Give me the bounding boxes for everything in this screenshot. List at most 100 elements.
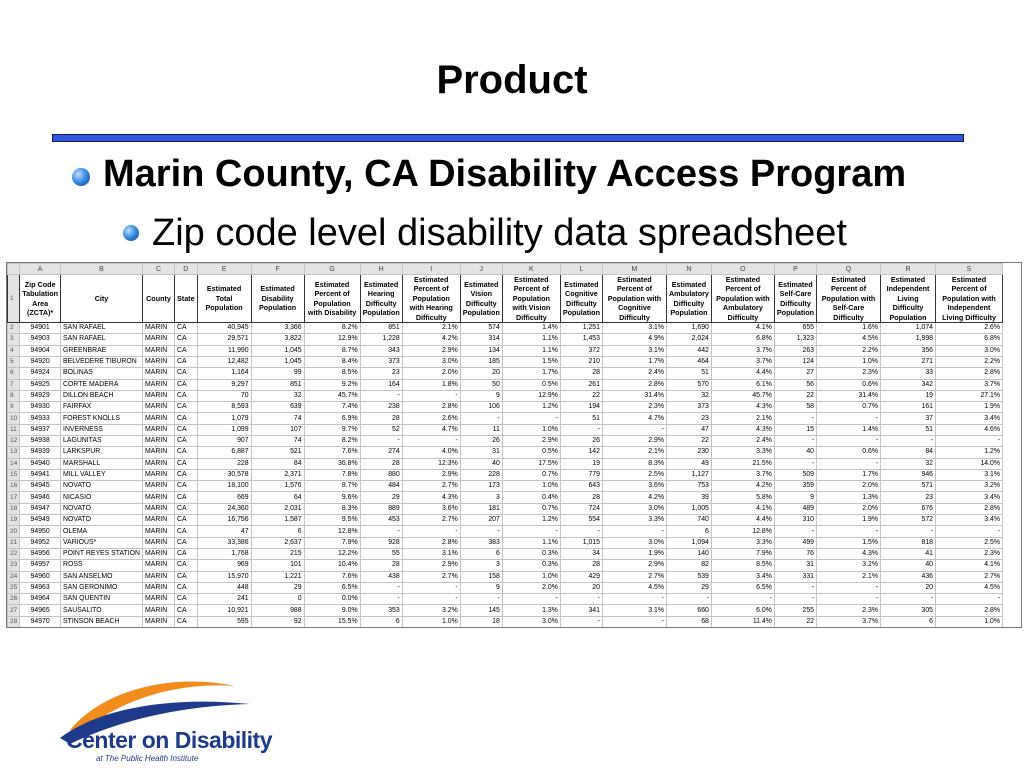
table-cell: 889 — [359, 502, 403, 516]
table-cell: - — [459, 412, 503, 425]
table-cell: 56 — [773, 378, 818, 391]
table-cell: 3.7% — [816, 615, 882, 627]
sub-bullet-text: Zip code level disability data spreadshe… — [152, 212, 847, 254]
column-header: Estimated Disability Population — [250, 273, 305, 324]
table-row: 9 94930 FAIRFAX MARIN CA 8,593 639 7.4% 238 2.8% 1… — [7, 401, 1004, 414]
table-cell: 0.7% — [501, 468, 561, 482]
table-cell: - — [401, 389, 461, 403]
column-letter: H — [359, 263, 403, 275]
table-cell: 1.5% — [816, 536, 882, 549]
table-row: 13 94939 LARKSPUR MARIN CA 6,887 521 7.6% 274 4.0… — [7, 446, 1004, 459]
table-cell: 372 — [559, 344, 603, 357]
row-number: 13 — [7, 446, 21, 459]
table-cell: 2.0% — [816, 480, 882, 493]
table-cell: 134 — [459, 344, 503, 357]
table-cell: 4.3% — [710, 401, 775, 414]
table-cell: GREENBRAE — [60, 344, 143, 357]
table-cell: - — [501, 593, 561, 606]
table-cell: 9.7% — [303, 423, 361, 437]
table-cell: 215 — [250, 547, 305, 561]
table-cell: 1.7% — [501, 367, 561, 380]
table-cell: 84 — [250, 457, 305, 470]
table-cell: 94946 — [19, 491, 62, 504]
table-cell: 6.0% — [710, 604, 775, 617]
table-cell: 4.5% — [816, 333, 882, 346]
table-cell: 94963 — [19, 581, 62, 595]
table-cell: BELVEDERE TIBURON — [60, 355, 143, 369]
table-cell: 2.1% — [710, 412, 775, 425]
table-cell: 3.7% — [710, 468, 775, 482]
table-cell: 6.8% — [710, 333, 775, 346]
table-cell: 0 — [250, 593, 305, 606]
table-cell: 851 — [359, 322, 403, 335]
table-cell: - — [710, 593, 775, 606]
table-cell: - — [401, 434, 461, 448]
table-cell: 23 — [665, 412, 712, 425]
table-cell: 1,221 — [250, 570, 305, 583]
row-number: 1 — [7, 273, 21, 324]
table-cell: 28 — [559, 559, 603, 572]
table-cell: CA — [174, 570, 198, 583]
table-cell: 1.8% — [401, 378, 461, 391]
table-cell: 11.4% — [710, 615, 775, 627]
table-row: 5 94920 BELVEDERE TIBURON MARIN CA 12,482 1,04… — [7, 355, 1004, 369]
table-cell: MARIN — [142, 536, 175, 549]
table-cell: 341 — [559, 604, 603, 617]
table-cell: 2.2% — [935, 355, 1004, 369]
row-number: 14 — [7, 457, 21, 470]
table-cell: 3.0% — [401, 355, 461, 369]
table-cell: 9.0% — [303, 604, 361, 617]
table-cell: 3,366 — [250, 322, 305, 335]
table-cell: MARIN — [142, 480, 175, 493]
table-cell: 1,045 — [250, 344, 305, 357]
table-cell: 3.0% — [601, 502, 667, 516]
table-cell: 255 — [773, 604, 818, 617]
table-cell: 27 — [773, 367, 818, 380]
table-cell: 1.2% — [935, 446, 1004, 459]
table-cell: 8.7% — [303, 480, 361, 493]
table-cell: 94901 — [19, 322, 62, 335]
table-cell: 3.0% — [501, 615, 561, 627]
table-cell: 2.3% — [816, 604, 882, 617]
table-cell: CA — [174, 547, 198, 561]
column-letter: K — [501, 263, 561, 275]
table-cell: 12.8% — [303, 525, 361, 538]
table-cell: 639 — [250, 401, 305, 414]
row-number: 6 — [7, 367, 21, 380]
table-cell: MARIN — [142, 581, 175, 595]
bullet-heading: Marin County, CA Disability Access Progr… — [103, 153, 907, 195]
table-cell: 40 — [880, 559, 937, 572]
table-cell: MARIN — [142, 401, 175, 414]
table-cell: 22 — [773, 389, 818, 403]
row-number: 8 — [7, 389, 21, 403]
table-cell: 554 — [559, 514, 603, 527]
row-number: 16 — [7, 480, 21, 493]
table-cell: 4.0% — [401, 446, 461, 459]
table-cell: 28 — [559, 367, 603, 380]
table-row: 7 94925 CORTE MADERA MARIN CA 9,297 851 9.2% 164… — [7, 378, 1004, 391]
table-cell: 0.7% — [501, 502, 561, 516]
column-letter: B — [60, 263, 143, 275]
corner-cell — [7, 263, 21, 275]
table-cell: 8.2% — [303, 434, 361, 448]
table-cell: 3.0% — [935, 344, 1004, 357]
table-row: 4 94904 GREENBRAE MARIN CA 11,990 1,045 8.7% 343… — [7, 344, 1004, 357]
table-cell: 238 — [359, 401, 403, 414]
table-cell: 12.8% — [710, 525, 775, 538]
table-cell: 3 — [459, 559, 503, 572]
sub-bullet-icon — [123, 225, 139, 241]
table-cell: 2.8% — [935, 604, 1004, 617]
slide-title: Product — [436, 58, 588, 102]
table-cell: 8,593 — [196, 401, 252, 414]
table-cell: 1.6% — [816, 322, 882, 335]
table-cell: 448 — [196, 581, 252, 595]
table-cell: 655 — [773, 322, 818, 335]
table-cell: 0.7% — [816, 401, 882, 414]
table-cell: 928 — [359, 536, 403, 549]
table-cell: 4.4% — [710, 514, 775, 527]
table-cell: - — [935, 593, 1004, 606]
table-cell: 1.2% — [501, 514, 561, 527]
table-row: 25 94963 SAN GERONIMO MARIN CA 448 29 6.5% - -9 2.… — [7, 581, 1004, 595]
table-cell: 4.7% — [401, 423, 461, 437]
table-cell: CA — [174, 344, 198, 357]
